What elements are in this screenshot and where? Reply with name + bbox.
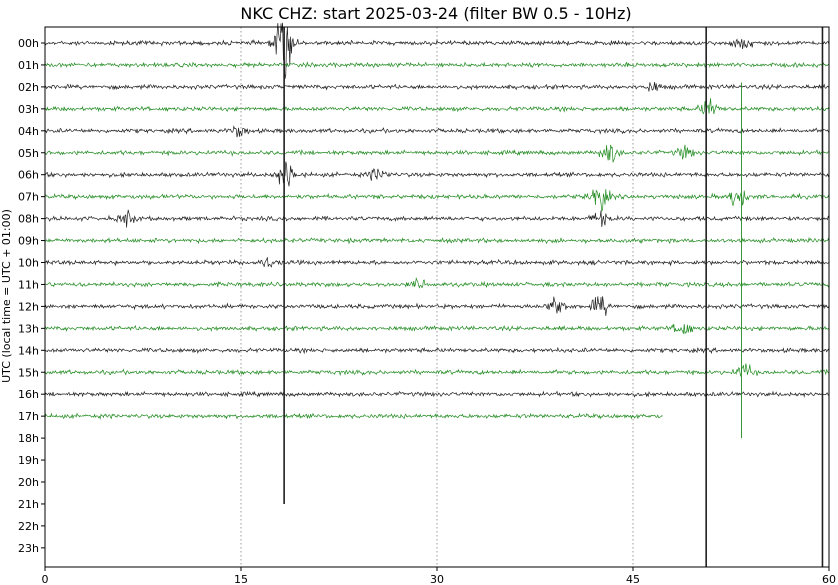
row-label-11h: 11h xyxy=(18,278,39,291)
row-label-12h: 12h xyxy=(18,300,39,313)
row-label-05h: 05h xyxy=(18,147,39,160)
trace-00h xyxy=(44,22,830,79)
row-label-18h: 18h xyxy=(18,432,39,445)
row-label-14h: 14h xyxy=(18,344,39,357)
trace-04h xyxy=(44,125,830,138)
row-labels: 00h 01h 02h 03h 04h 05h 06h 07h 08h 09h 10h 11h 12h 1… xyxy=(18,37,45,555)
row-label-22h: 22h xyxy=(18,520,39,533)
row-label-20h: 20h xyxy=(18,476,39,489)
row-label-21h: 21h xyxy=(18,498,39,511)
row-label-15h: 15h xyxy=(18,366,39,379)
x-tick-group: 0 15 30 45 60 xyxy=(42,567,836,585)
trace-10h xyxy=(44,257,830,268)
row-label-08h: 08h xyxy=(18,213,39,226)
row-label-02h: 02h xyxy=(18,81,39,94)
row-label-04h: 04h xyxy=(18,125,39,138)
row-label-00h: 00h xyxy=(18,37,39,50)
trace-02h xyxy=(44,81,830,92)
trace-05h xyxy=(44,144,830,163)
trace-14h xyxy=(44,346,830,355)
trace-03h xyxy=(44,98,830,115)
trace-11h xyxy=(44,277,830,289)
plot-frame xyxy=(44,26,830,568)
x-tick-label-1: 15 xyxy=(234,573,248,585)
trace-08h xyxy=(44,209,830,228)
trace-13h xyxy=(44,323,830,335)
trace-15h xyxy=(44,363,830,377)
row-label-17h: 17h xyxy=(18,410,39,423)
trace-07h xyxy=(44,189,830,212)
trace-09h xyxy=(44,236,830,245)
row-label-09h: 09h xyxy=(18,235,39,248)
x-tick-label-2: 30 xyxy=(430,573,444,585)
trace-06h xyxy=(44,161,830,187)
trace-01h xyxy=(44,61,830,69)
row-label-13h: 13h xyxy=(18,322,39,335)
chart-title: NKC CHZ: start 2025-03-24 (filter BW 0.5… xyxy=(240,4,631,23)
trace-16h xyxy=(44,390,830,398)
x-tick-label-4: 60 xyxy=(822,573,836,585)
x-tick-label-3: 45 xyxy=(626,573,640,585)
x-tick-label-0: 0 xyxy=(42,573,49,585)
row-label-19h: 19h xyxy=(18,454,39,467)
row-label-23h: 23h xyxy=(18,542,39,555)
row-label-01h: 01h xyxy=(18,59,39,72)
trace-12h xyxy=(44,296,830,316)
row-label-16h: 16h xyxy=(18,388,39,401)
trace-group xyxy=(44,22,830,567)
trace-17h xyxy=(44,412,663,420)
row-label-06h: 06h xyxy=(18,169,39,182)
row-label-10h: 10h xyxy=(18,257,39,270)
y-axis-label: UTC (local time = UTC + 01:00) xyxy=(0,209,13,383)
row-label-07h: 07h xyxy=(18,191,39,204)
row-label-03h: 03h xyxy=(18,103,39,116)
